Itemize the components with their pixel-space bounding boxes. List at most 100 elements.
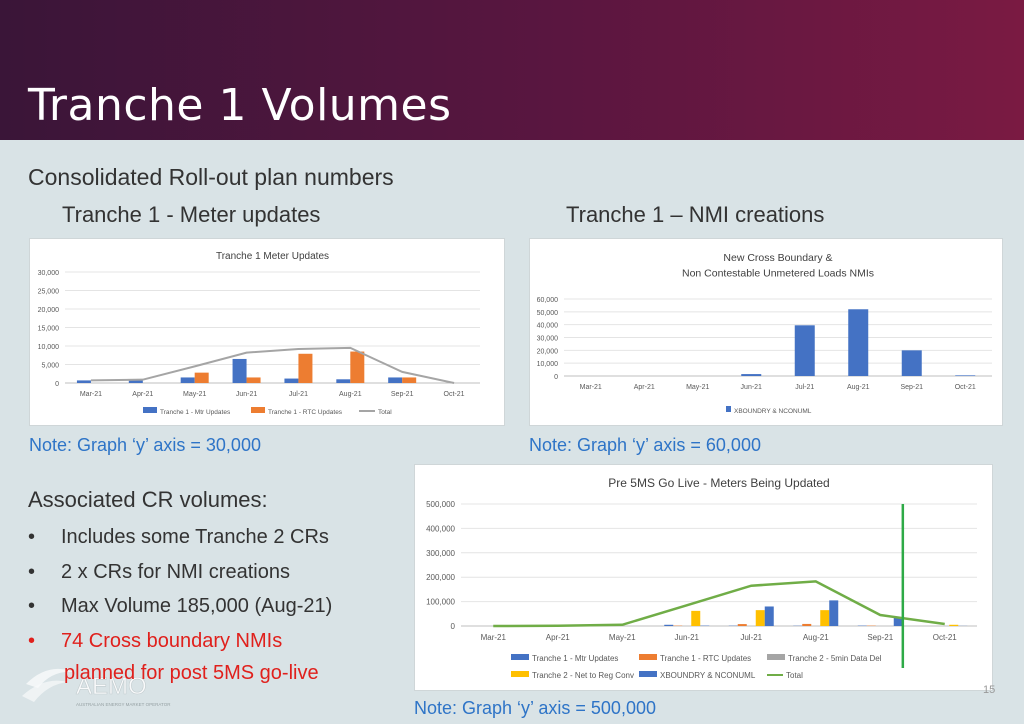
bar [820,610,830,626]
x-tick-label: Apr-21 [634,384,655,391]
list-item: • 2 x CRs for NMI creations [28,557,332,592]
bar [246,377,261,383]
y-tick-label: 60,000 [537,297,559,304]
legend-label: Total [786,671,803,680]
cr-bullet-continuation: planned for post 5MS go-live [64,662,319,684]
y-tick-label: 500,000 [426,500,455,509]
y-tick-label: 5,000 [41,363,59,370]
list-item: • 74 Cross boundary NMIs [28,626,332,661]
note-left: Note: Graph ‘y’ axis = 30,000 [29,435,261,455]
y-tick-label: 15,000 [38,326,60,333]
x-tick-label: Jun-21 [741,384,763,391]
bullet-icon: • [28,526,36,548]
meter-updates-chart: Tranche 1 Meter Updates 0 5,000 10,000 15,00… [38,251,480,416]
y-tick-label: 300,000 [426,549,455,558]
y-tick-label: 100,000 [426,598,455,607]
cr-volumes-title: Associated CR volumes: [28,487,268,512]
y-tick-label: 40,000 [537,323,559,330]
x-tick-label: May-21 [686,384,709,391]
y-tick-label: 400,000 [426,524,455,533]
x-tick-label: Jul-21 [740,633,762,642]
x-tick-label: Apr-21 [546,633,571,642]
bar [336,379,351,383]
chart-title: Tranche 1 Meter Updates [216,251,329,262]
legend-swatch [767,654,785,660]
slide-subtitle: Consolidated Roll-out plan numbers [28,164,394,190]
logo-subtext: AUSTRALIAN ENERGY MARKET OPERATOR [76,702,171,707]
legend-swatch [511,671,529,677]
x-tick-label: Jul-21 [289,391,308,398]
list-item: • Max Volume 185,000 (Aug-21) [28,591,332,626]
x-tick-label: Jun-21 [236,391,258,398]
pre5ms-chart: Pre 5MS Go Live - Meters Being Updated 0 1… [426,476,977,680]
bar [691,610,701,626]
chart-title-line2: Non Contestable Unmetered Loads NMIs [682,268,874,280]
x-tick-label: Sep-21 [900,384,923,391]
y-tick-label: 25,000 [38,289,60,296]
y-tick-label: 30,000 [537,336,559,343]
meter-updates-chart-frame: Tranche 1 Meter Updates 0 5,000 10,000 15,00… [29,238,505,426]
legend-swatch [251,407,265,413]
x-tick-label: Mar-21 [580,384,602,391]
y-tick-label: 50,000 [537,310,559,317]
nmi-creations-chart-frame: New Cross Boundary & Non Contestable Unme… [529,238,1003,426]
list-item: • Includes some Tranche 2 CRs [28,522,332,557]
left-section-title: Tranche 1 - Meter updates [62,202,321,227]
x-tick-label: Aug-21 [803,633,829,642]
x-tick-label: May-21 [609,633,636,642]
x-tick-label: Mar-21 [481,633,507,642]
bullet-icon: • [28,595,36,617]
legend-label: Tranche 1 - Mtr Updates [532,654,618,663]
bar [755,610,765,626]
bar [128,380,143,383]
bullet-icon: • [28,560,36,583]
y-tick-label: 20,000 [537,348,559,355]
bar [949,624,959,626]
bar [402,377,417,383]
bar [232,358,247,383]
bar [741,374,762,376]
legend-swatch [511,654,529,660]
x-tick-label: Jul-21 [795,384,814,391]
legend-swatch [639,654,657,660]
legend-swatch [726,406,731,412]
bar [848,309,869,376]
legend-swatch [143,407,157,413]
bar [737,624,747,626]
nmi-creations-chart: New Cross Boundary & Non Contestable Unme… [537,252,992,415]
right-section-title: Tranche 1 – NMI creations [566,202,825,227]
series-line [90,346,455,384]
note-bottom: Note: Graph ‘y’ axis = 500,000 [414,698,656,718]
x-tick-label: Aug-21 [847,384,870,391]
x-tick-label: Sep-21 [867,633,893,642]
bar [350,351,365,383]
aemo-logo: AEMO AUSTRALIAN ENERGY MARKET OPERATOR [22,668,171,707]
bar [901,350,922,376]
page-number: 15 [983,684,996,696]
y-tick-label: 10,000 [38,344,60,351]
legend-label: XBOUNDRY & NCONUML [660,671,756,680]
x-tick-label: Oct-21 [444,391,465,398]
logo-text: AEMO [76,673,147,700]
bar [794,325,815,376]
title-banner: Tranche 1 Volumes [0,0,1024,140]
bar [180,377,195,383]
bar [802,623,812,626]
bar [764,606,774,626]
x-tick-label: Aug-21 [339,391,362,398]
bullet-icon: • [28,629,36,652]
series-line [493,580,945,628]
legend-label: XBOUNDRY & NCONUML [734,408,812,415]
y-tick-label: 0 [55,381,59,388]
x-tick-label: Oct-21 [933,633,958,642]
cr-bullet-list: • Includes some Tranche 2 CRs • 2 x CRs fo… [28,522,332,660]
y-tick-label: 0 [554,374,558,381]
y-tick-label: 200,000 [426,573,455,582]
legend-swatch [639,671,657,677]
bar [284,378,299,383]
y-tick-label: 0 [451,622,456,631]
note-right: Note: Graph ‘y’ axis = 60,000 [529,435,761,455]
x-tick-label: Mar-21 [80,391,102,398]
x-tick-label: May-21 [183,391,206,398]
y-tick-label: 30,000 [38,270,60,277]
